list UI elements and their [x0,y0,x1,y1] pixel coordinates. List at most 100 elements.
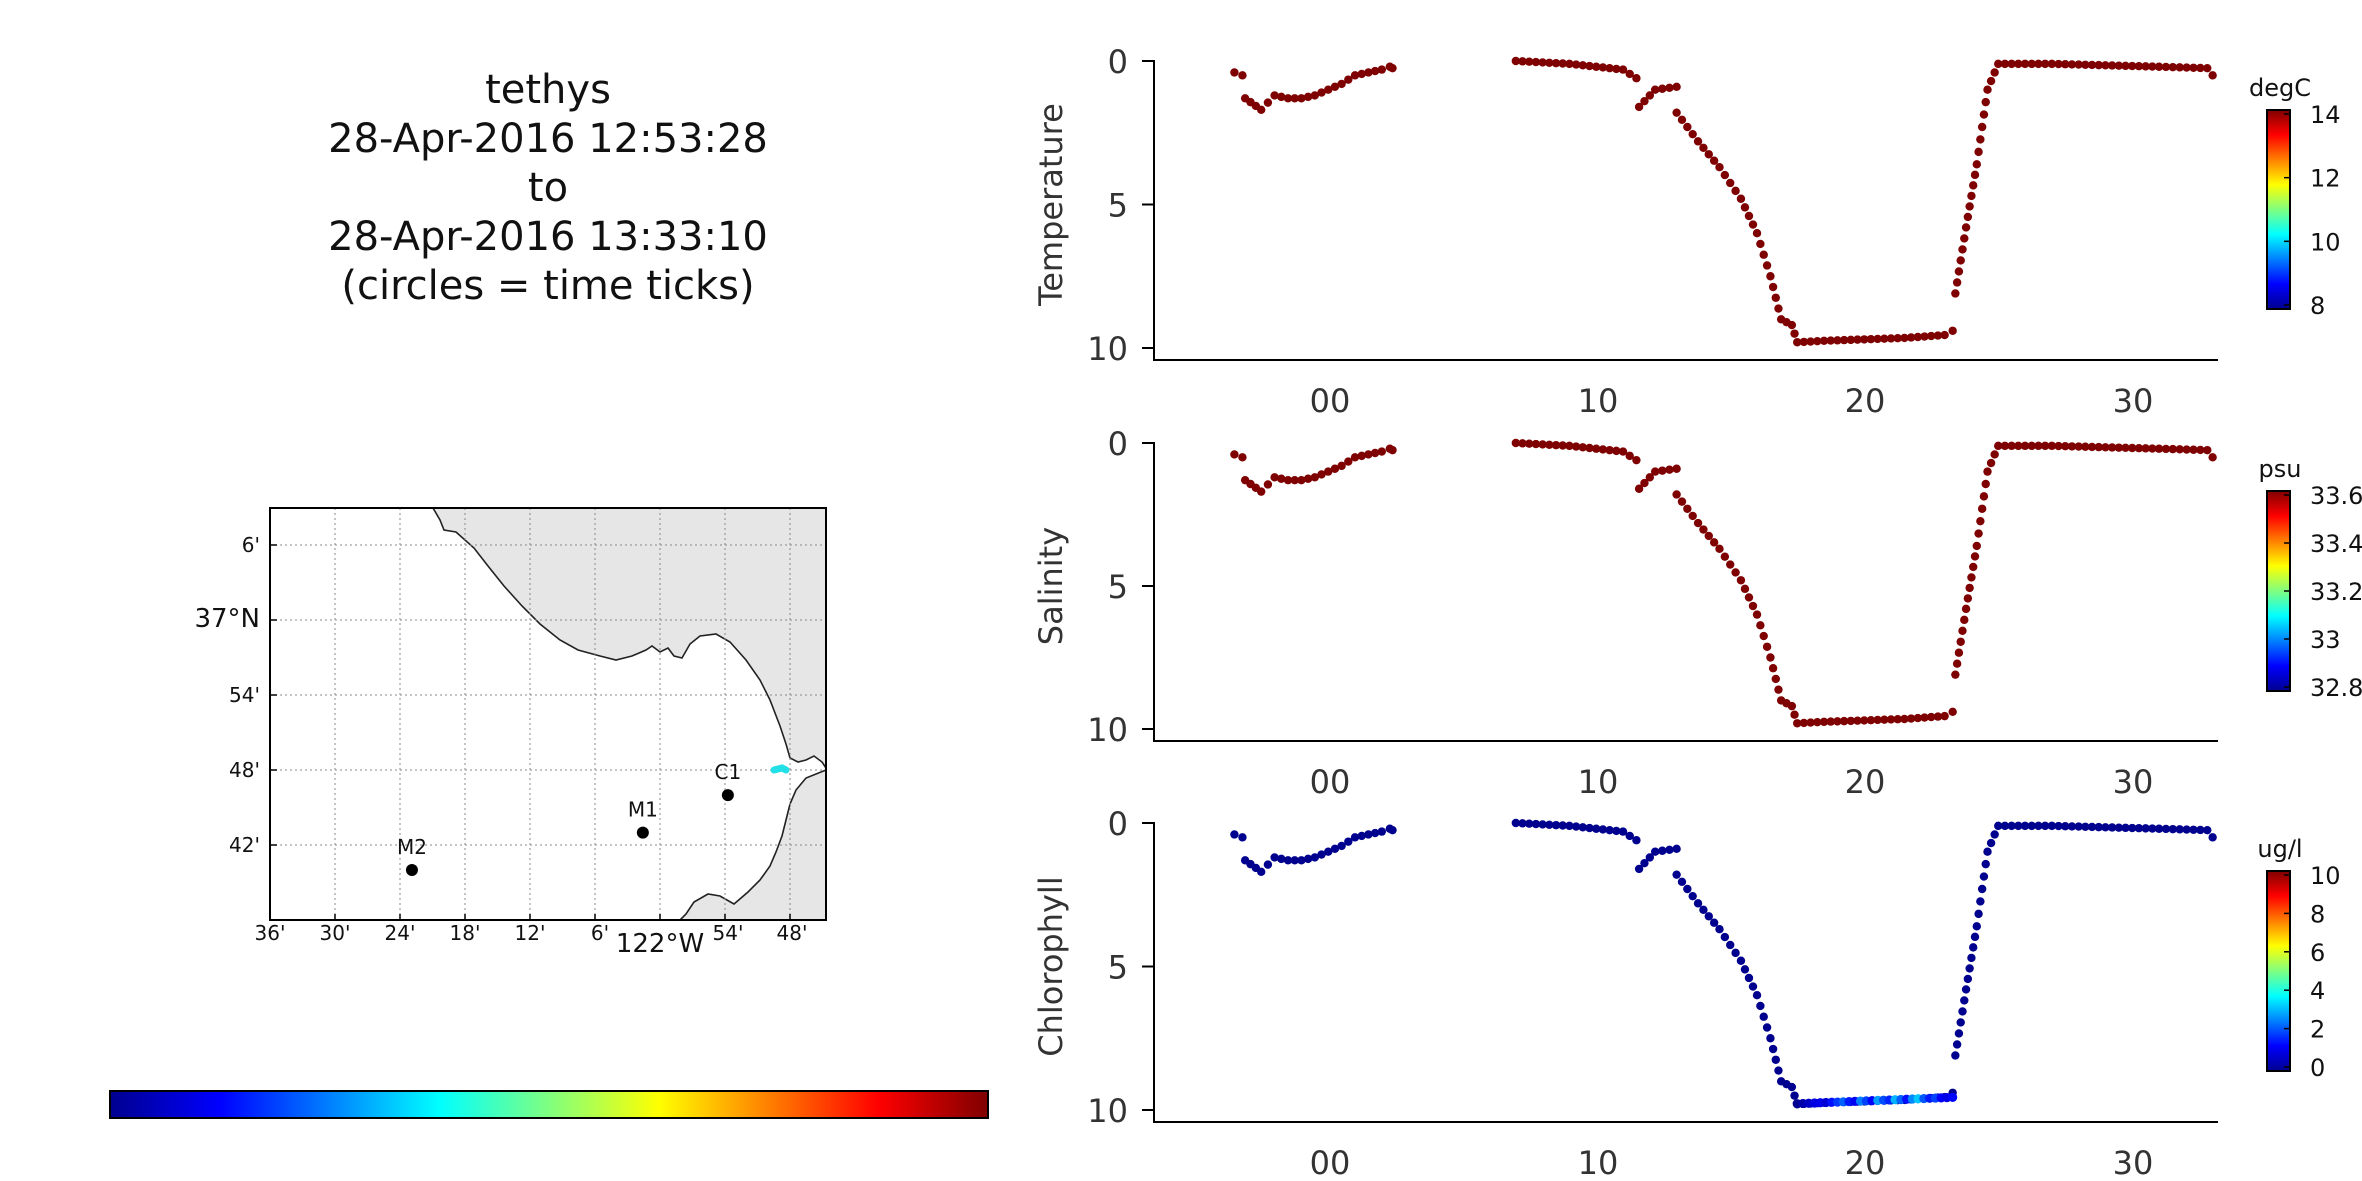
data-point [1983,847,1992,856]
data-point [2007,441,2016,451]
data-point [1799,337,1809,347]
data-point [1927,712,1936,722]
data-point [1787,1082,1797,1092]
data-point [2175,63,2184,72]
data-point [2094,60,2103,70]
data-point [1833,336,1842,345]
data-points [1230,56,2217,347]
data-point [1317,470,1326,479]
data-point [2141,824,2150,833]
data-point [1357,451,1366,461]
data-point [1768,664,1778,673]
data-point [1704,531,1713,541]
colorbar-tick-label: 33.2 [2310,578,2362,606]
data-point [1969,943,1978,952]
data-point [1277,474,1286,483]
y-tick-label: 0 [1108,425,1128,463]
data-point [1740,965,1750,974]
data-point [2040,441,2050,451]
data-point-highlight [1948,1092,1958,1102]
data-point [1612,446,1621,456]
data-point [2087,442,2097,452]
data-point [2107,61,2117,70]
data-point [1585,61,1594,71]
data-point [2034,821,2043,831]
data-point [1283,475,1293,485]
colorbar [2266,870,2291,1072]
data-point [1979,872,1989,881]
data-point [2196,825,2205,835]
data-point [1672,844,1681,854]
y-tick-label: 10 [1087,711,1128,749]
data-point [1238,71,1247,80]
data-point [1344,457,1353,466]
data-point [2189,445,2198,454]
data-point [1969,562,1978,572]
data-point [1330,844,1340,854]
data-point [2154,444,2164,453]
data-point [2208,453,2217,462]
colorbar-tick-label: 8 [2310,900,2325,928]
data-point [1736,194,1746,203]
data-point [1906,333,1916,342]
data-point [2061,442,2070,451]
colorbar-tick-label: 10 [2310,862,2341,890]
data-point [2161,444,2171,454]
data-point [2061,60,2070,69]
data-point [1806,337,1815,346]
data-point [1886,715,1896,724]
data-point [1715,162,1724,172]
colorbar-tick-label: 32.8 [2310,674,2362,702]
y-axis-label: Salinity [1032,527,1070,645]
data-point [1990,450,1999,459]
data-point [1344,75,1353,84]
data-point [1853,335,1862,344]
data-point [1963,974,1973,984]
data-point [1525,439,1534,448]
station-marker [636,826,649,839]
data-point [1699,143,1708,153]
data-point [1665,845,1674,854]
data-point [1290,856,1299,865]
data-point [1658,84,1667,93]
data-point [1634,102,1644,112]
data-point [1833,717,1842,726]
data-point [1545,440,1554,449]
map-stations: M2 M1 C1 [397,760,741,877]
data-point [1967,573,1976,582]
data-point [2161,824,2171,834]
data-point [1920,713,1929,722]
data-point [1612,64,1621,74]
data-point [1715,924,1724,934]
data-point [1665,465,1674,474]
colorbar-tick-label: 33 [2310,626,2341,654]
data-point [1961,223,1971,232]
data-point [1983,467,1992,476]
data-point [2134,443,2144,453]
data-point [2168,824,2178,834]
data-point [1370,66,1380,76]
data-point [1970,932,1980,942]
data-point [2067,442,2077,451]
data-point [1981,859,1990,869]
data-point [1511,438,1521,448]
data-point [1956,1018,1965,1027]
data-point [1799,718,1809,728]
data-point [1531,439,1541,449]
data-point [2020,59,2030,69]
colorbar-tick-label: 4 [2310,977,2325,1005]
data-point [2101,61,2110,70]
data-point [1683,504,1692,513]
data-point [1704,150,1713,159]
x-tick-label: 30 [2113,1144,2154,1181]
data-point [1618,827,1628,836]
data-point [1531,819,1541,829]
data-point [2054,59,2063,69]
data-point [2047,59,2057,69]
data-point [1263,98,1273,107]
data-point [1693,899,1703,908]
data-point [1762,1023,1772,1032]
data-point [1585,443,1594,453]
data-point [1290,475,1299,485]
data-point [1744,211,1754,221]
